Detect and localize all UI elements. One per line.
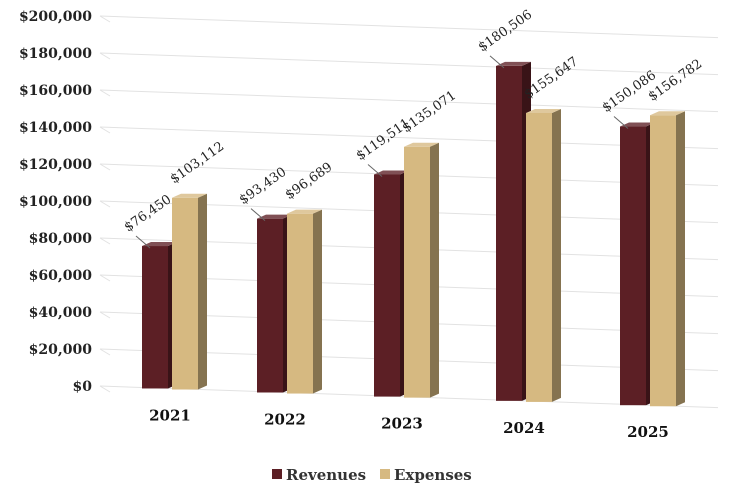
gridline-edge bbox=[99, 311, 111, 319]
y-tick-label: $100,000 bbox=[19, 194, 92, 210]
bar-side bbox=[552, 108, 561, 402]
bar-expenses-2025 bbox=[650, 111, 685, 407]
data-label-revenues-2022: $93,430 bbox=[237, 165, 290, 208]
category-label: 2025 bbox=[627, 423, 669, 441]
gridline-edge bbox=[99, 274, 111, 282]
leader-line bbox=[135, 235, 151, 249]
bar-top bbox=[374, 170, 409, 175]
bar-top bbox=[650, 111, 685, 116]
legend: Revenues Expenses bbox=[272, 466, 472, 484]
legend-label-expenses: Expenses bbox=[394, 466, 472, 484]
bar-front bbox=[526, 112, 552, 402]
legend-label-revenues: Revenues bbox=[286, 466, 366, 484]
bar-top bbox=[142, 242, 177, 247]
bar-side bbox=[430, 142, 439, 398]
legend-swatch-expenses bbox=[380, 469, 390, 479]
y-axis-ticks: $0 $20,000 $40,000 $60,000 $80,000 $100,000 $1… bbox=[19, 9, 92, 395]
gridline-edge bbox=[99, 237, 111, 245]
bar-top bbox=[257, 214, 292, 219]
gridline-edge bbox=[99, 200, 111, 208]
y-tick-label: $20,000 bbox=[29, 342, 93, 358]
gridline bbox=[99, 89, 719, 113]
data-label-revenues-2021: $76,450 bbox=[122, 192, 175, 235]
bar-front bbox=[404, 146, 430, 398]
gridline-edge bbox=[99, 385, 111, 393]
bar-top bbox=[287, 209, 322, 214]
leader-line bbox=[250, 208, 266, 222]
gridline-edge bbox=[99, 15, 111, 23]
bar-top bbox=[172, 193, 207, 198]
bar-front bbox=[142, 246, 168, 389]
category-label: 2024 bbox=[503, 419, 545, 437]
bar-side bbox=[676, 111, 685, 407]
bar-revenues-2023 bbox=[374, 170, 409, 397]
y-tick-label: $80,000 bbox=[29, 231, 93, 247]
gridline bbox=[99, 15, 719, 39]
bar-revenues-2022 bbox=[257, 214, 292, 393]
bar-front bbox=[620, 126, 646, 406]
leader-line bbox=[613, 116, 629, 129]
bar-expenses-2022 bbox=[287, 209, 322, 394]
bar-top bbox=[526, 108, 561, 113]
y-tick-label: $200,000 bbox=[19, 9, 92, 25]
gridline-edge bbox=[99, 163, 111, 171]
bar-front bbox=[172, 197, 198, 390]
legend-swatch-revenues bbox=[272, 469, 282, 479]
bar-front bbox=[650, 115, 676, 407]
x-axis-categories: 2021 2022 2023 2024 2025 bbox=[149, 406, 669, 441]
y-tick-label: $60,000 bbox=[29, 268, 93, 284]
bar-front bbox=[374, 174, 400, 397]
data-label-expenses-2023: $135,071 bbox=[400, 88, 459, 136]
category-label: 2021 bbox=[149, 406, 191, 424]
data-label-expenses-2021: $103,112 bbox=[168, 139, 227, 187]
gridline-edge bbox=[99, 126, 111, 134]
leader-line bbox=[367, 164, 383, 177]
gridline-edge bbox=[99, 348, 111, 356]
bar-side bbox=[198, 193, 207, 390]
category-label: 2022 bbox=[264, 410, 306, 428]
bar-top bbox=[496, 61, 531, 66]
data-label-expenses-2022: $96,689 bbox=[283, 160, 336, 203]
bars bbox=[142, 61, 685, 407]
bar-front bbox=[496, 65, 522, 401]
y-tick-label: $0 bbox=[73, 379, 93, 395]
leader-line bbox=[489, 55, 505, 69]
bar-revenues-2024 bbox=[496, 61, 531, 401]
y-tick-label: $40,000 bbox=[29, 305, 93, 321]
gridline-edge bbox=[99, 52, 111, 60]
bar-revenues-2021 bbox=[142, 242, 177, 389]
y-tick-label: $180,000 bbox=[19, 46, 92, 62]
y-tick-label: $120,000 bbox=[19, 157, 92, 173]
category-label: 2023 bbox=[381, 415, 423, 433]
gridline-edge bbox=[99, 89, 111, 97]
bar-top bbox=[620, 122, 655, 127]
y-tick-label: $160,000 bbox=[19, 83, 92, 99]
bar-expenses-2023 bbox=[404, 142, 439, 398]
bar-expenses-2024 bbox=[526, 108, 561, 402]
gridline bbox=[99, 126, 719, 150]
bar-top bbox=[404, 142, 439, 147]
bar-side bbox=[313, 209, 322, 394]
bar-front bbox=[257, 218, 283, 393]
gridline bbox=[99, 52, 719, 76]
bar-expenses-2021 bbox=[172, 193, 207, 390]
y-tick-label: $140,000 bbox=[19, 120, 92, 136]
bar-front bbox=[287, 213, 313, 394]
bar-revenues-2025 bbox=[620, 122, 655, 406]
